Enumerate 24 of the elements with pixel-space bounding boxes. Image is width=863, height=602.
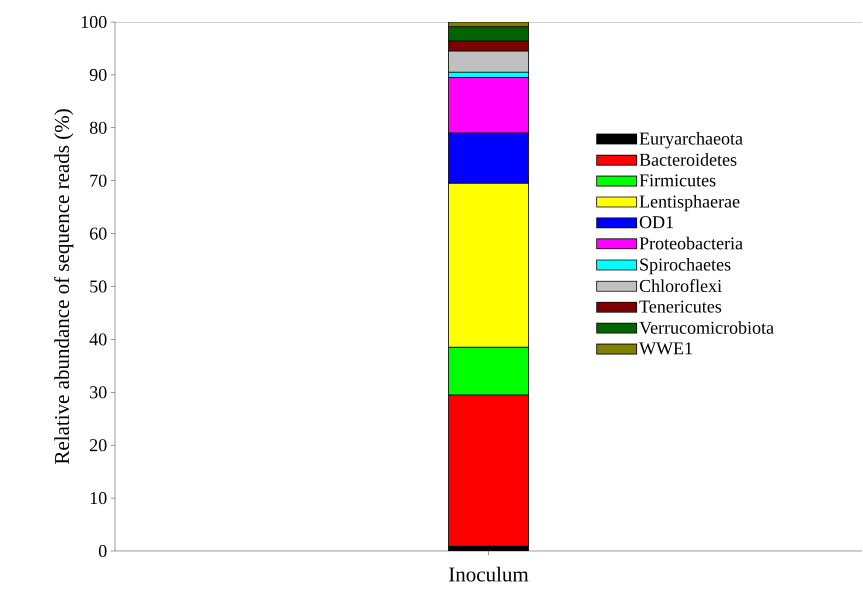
y-tick-label: 100 — [82, 16, 107, 28]
y-tick-label: 10 — [90, 492, 107, 504]
legend-label: Lentisphaerae — [640, 194, 740, 212]
y-tick-label: 0 — [98, 544, 107, 558]
legend-label: Proteobacteria — [640, 236, 743, 250]
y-tick-label: 40 — [90, 333, 107, 346]
legend-label: OD1 — [640, 216, 673, 228]
legend-label: Bacteroidetes — [640, 153, 736, 166]
x-tick-label: Inoculum — [449, 566, 528, 582]
y-tick-label: 50 — [90, 280, 107, 293]
legend-label: WWE1 — [639, 342, 692, 354]
y-tick-label: 20 — [90, 439, 107, 452]
y-tick-label: 80 — [90, 122, 107, 134]
y-tick-label: 70 — [90, 174, 107, 187]
y-tick-label: 60 — [90, 228, 107, 240]
legend-label: Tenericutes — [639, 300, 722, 313]
legend-label: Chloroflexi — [640, 279, 722, 292]
legend-label: Spirochaetes — [640, 258, 730, 274]
y-tick-label: 90 — [90, 68, 107, 81]
y-axis-title: Relative abundance of sequence reads (%) — [54, 109, 74, 464]
legend-label: Firmicutes — [640, 174, 716, 186]
legend-label: Euryarchaeota — [640, 132, 743, 148]
legend-label: Verrucomicrobiota — [639, 321, 774, 334]
y-tick-label: 30 — [90, 386, 107, 398]
